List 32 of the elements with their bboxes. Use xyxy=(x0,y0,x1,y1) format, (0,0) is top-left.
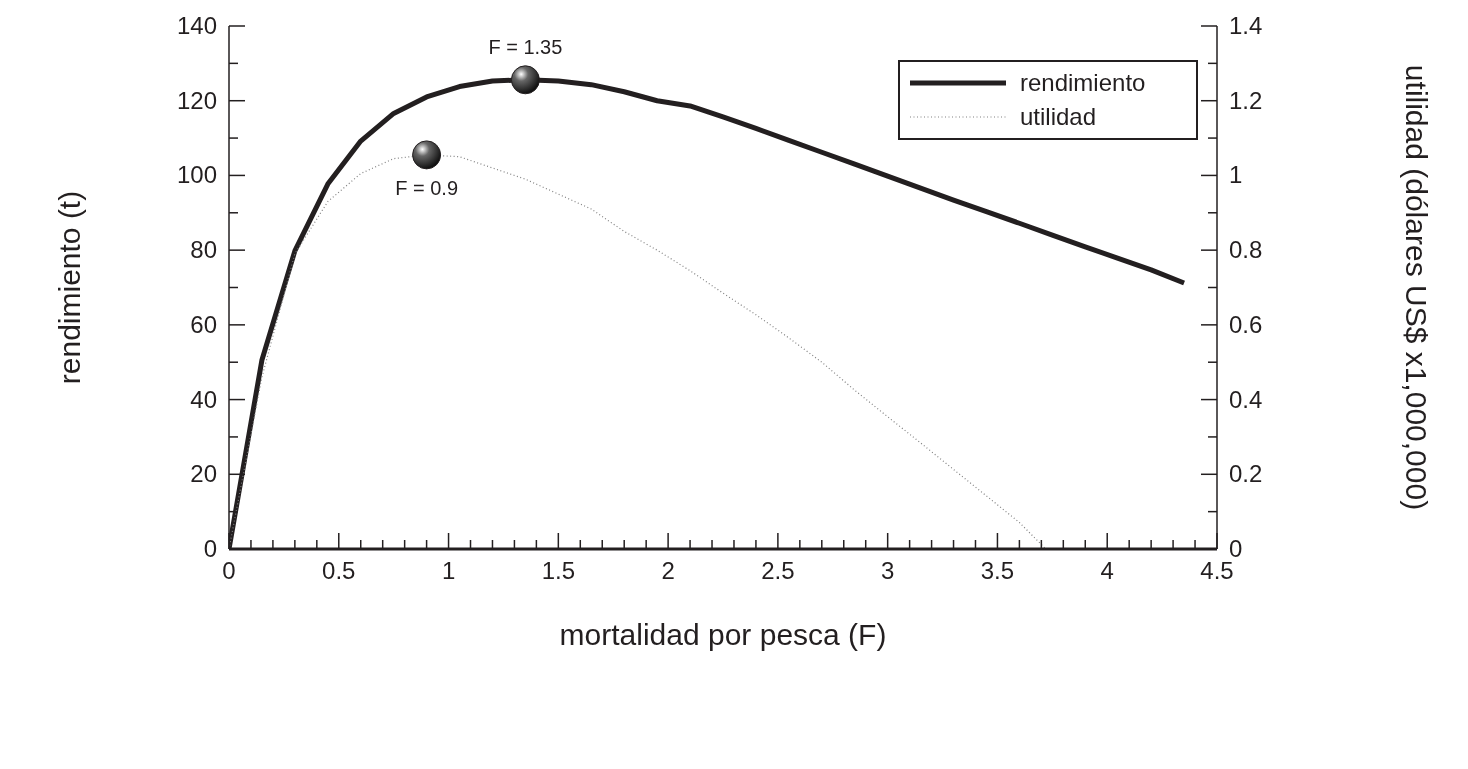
x-tick-label: 1.5 xyxy=(541,557,576,584)
x-tick-label: 0 xyxy=(222,557,236,584)
x-tick-label: 3.5 xyxy=(980,557,1015,584)
x-tick-label: 2.5 xyxy=(761,557,795,584)
y2-tick-label: 0.2 xyxy=(1229,460,1263,488)
y-tick-label: 80 xyxy=(190,236,217,264)
legend-label: rendimiento xyxy=(1020,69,1146,97)
y2-tick-label: 1.4 xyxy=(1229,12,1263,39)
x-axis-title: mortalidad por pesca (F) xyxy=(559,618,887,651)
x-tick-label: 3 xyxy=(880,557,895,584)
x-tick-label: 2 xyxy=(661,557,675,584)
y-tick-label: 120 xyxy=(176,86,217,114)
y2-tick-label: 0.6 xyxy=(1229,310,1263,338)
x-tick-label: 1 xyxy=(441,557,456,584)
x-tick-label: 4 xyxy=(1100,557,1114,584)
y2-tick-label: 0.8 xyxy=(1229,236,1263,264)
y-tick-label: 40 xyxy=(190,385,217,413)
y2-tick-label: 1 xyxy=(1229,161,1243,189)
y-tick-label: 20 xyxy=(190,460,217,488)
y-tick-label: 100 xyxy=(176,161,217,189)
y2-tick-label: 1.2 xyxy=(1229,86,1263,114)
y-tick-label: 140 xyxy=(176,12,217,39)
y-axis-title: rendimiento (t) xyxy=(52,190,86,385)
line-series xyxy=(229,154,1047,549)
y2-axis-title: utilidad (dólares US$ x1,000,000) xyxy=(1400,64,1434,511)
annotation: F = 0.9 xyxy=(395,177,459,200)
y-tick-label: 0 xyxy=(203,535,217,562)
annotation: F = 1.35 xyxy=(488,35,563,58)
x-tick-label: 0.5 xyxy=(322,557,356,584)
legend-label: utilidad xyxy=(1020,103,1097,131)
y-tick-label: 60 xyxy=(190,310,217,338)
y2-tick-label: 0.4 xyxy=(1229,385,1263,413)
